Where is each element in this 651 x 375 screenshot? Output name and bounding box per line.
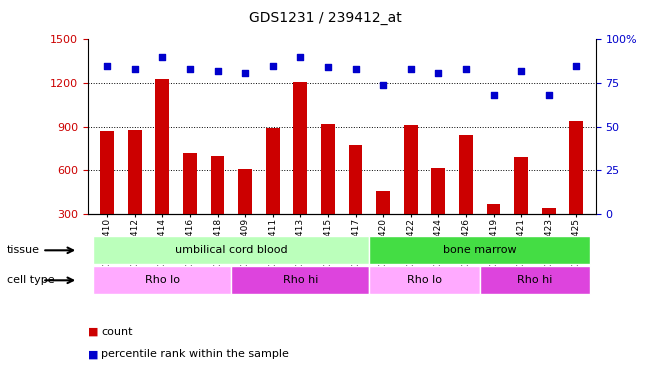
Text: ■: ■ (88, 350, 102, 359)
Bar (211, 156, 225, 214)
Point (571, 63, 581, 69)
Text: count: count (101, 327, 132, 337)
Text: cell type: cell type (7, 275, 54, 285)
Text: Rho lo: Rho lo (407, 275, 442, 285)
Bar (93, 236, 369, 264)
Text: bone marrow: bone marrow (443, 245, 517, 255)
Point (378, 82, 389, 88)
Point (185, 66, 195, 72)
Point (323, 64, 333, 70)
Bar (128, 130, 142, 214)
Point (544, 92, 554, 98)
Bar (349, 146, 363, 214)
Bar (432, 168, 445, 214)
Bar (369, 236, 590, 264)
Bar (321, 124, 335, 214)
Bar (542, 208, 556, 214)
Point (461, 66, 471, 72)
Point (130, 66, 140, 72)
Point (268, 63, 278, 69)
Bar (156, 79, 169, 214)
Point (488, 92, 499, 98)
Bar (570, 121, 583, 214)
Text: Rho lo: Rho lo (145, 275, 180, 285)
Bar (100, 131, 114, 214)
Text: Rho hi: Rho hi (518, 275, 553, 285)
Bar (231, 266, 369, 294)
Point (516, 68, 527, 74)
Bar (376, 190, 390, 214)
Bar (93, 266, 231, 294)
Point (433, 69, 443, 75)
Point (406, 66, 416, 72)
Text: GDS1231 / 239412_at: GDS1231 / 239412_at (249, 11, 402, 25)
Point (157, 54, 167, 60)
Bar (369, 266, 480, 294)
Text: tissue: tissue (7, 245, 40, 255)
Text: percentile rank within the sample: percentile rank within the sample (101, 350, 289, 359)
Bar (404, 125, 418, 214)
Bar (514, 157, 528, 214)
Point (350, 66, 361, 72)
Bar (487, 204, 501, 214)
Bar (480, 266, 590, 294)
Text: umbilical cord blood: umbilical cord blood (175, 245, 288, 255)
Bar (294, 81, 307, 214)
Bar (238, 169, 252, 214)
Point (102, 63, 113, 69)
Bar (183, 153, 197, 214)
Bar (266, 128, 280, 214)
Point (295, 54, 305, 60)
Text: Rho hi: Rho hi (283, 275, 318, 285)
Point (212, 68, 223, 74)
Text: ■: ■ (88, 327, 102, 337)
Bar (459, 135, 473, 214)
Point (240, 69, 251, 75)
